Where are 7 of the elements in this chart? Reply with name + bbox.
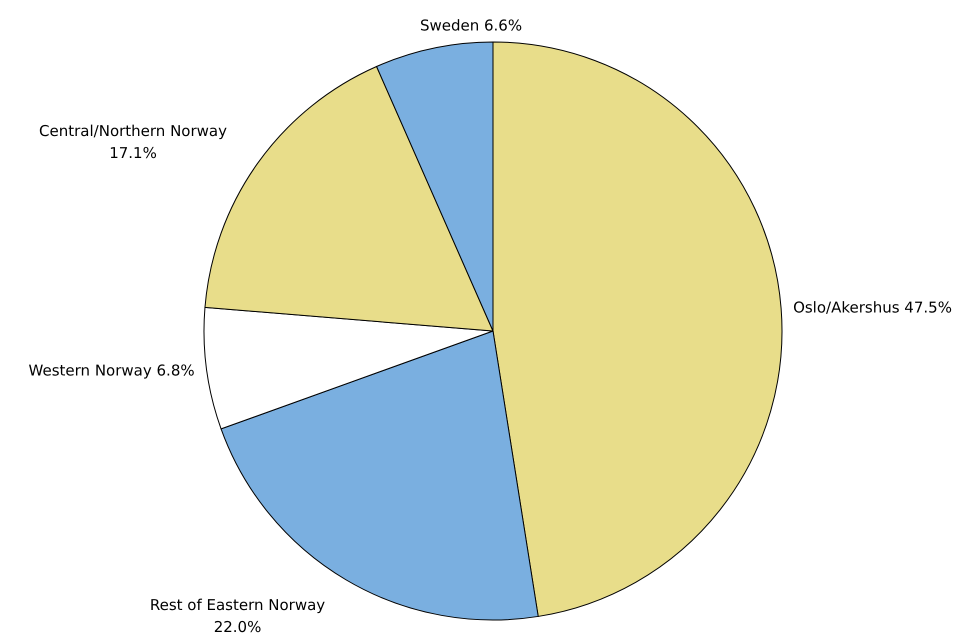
slice-label: Sweden 6.6%: [420, 16, 522, 34]
slice-label: Central/Northern Norway: [39, 122, 228, 140]
data-label: 22.0%: [214, 618, 262, 633]
slice-label: Rest of Eastern Norway: [150, 596, 326, 614]
slice-label: Western Norway 6.8%: [28, 362, 195, 380]
data-label: 17.1%: [109, 144, 157, 162]
slice-label: Oslo/Akershus 47.5%: [793, 298, 952, 316]
